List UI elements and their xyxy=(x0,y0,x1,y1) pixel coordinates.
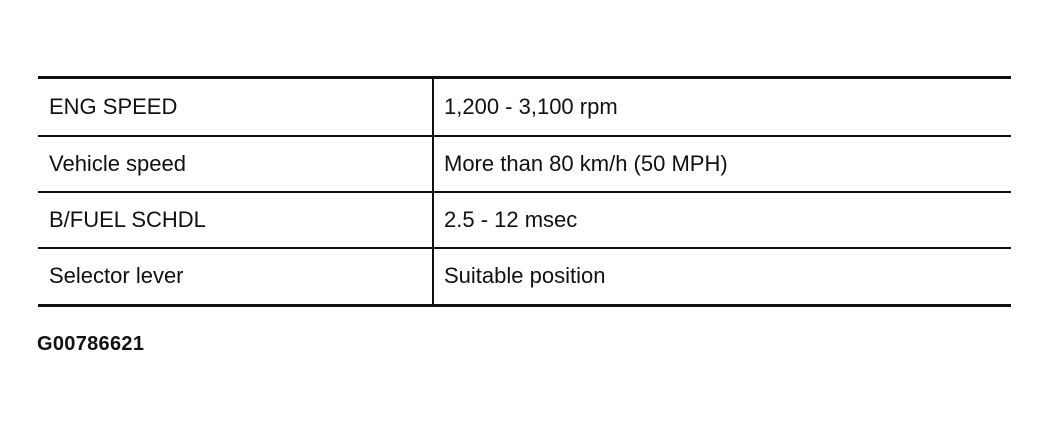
item-cell: Selector lever xyxy=(49,263,184,288)
item-cell: Vehicle speed xyxy=(49,151,186,176)
condition-cell: Suitable position xyxy=(444,263,606,288)
table-row: Vehicle speed More than 80 km/h (50 MPH) xyxy=(38,136,1011,192)
figure-id: G00786621 xyxy=(37,333,145,355)
item-cell: B/FUEL SCHDL xyxy=(49,207,206,232)
row-divider xyxy=(38,247,1011,249)
table-row: B/FUEL SCHDL 2.5 - 12 msec xyxy=(38,192,1011,248)
row-divider xyxy=(38,191,1011,193)
column-divider xyxy=(432,78,434,304)
condition-cell: 1,200 - 3,100 rpm xyxy=(444,94,618,119)
row-divider xyxy=(38,135,1011,137)
table-top-rule xyxy=(38,76,1011,79)
table-bottom-rule xyxy=(38,304,1011,307)
condition-cell: More than 80 km/h (50 MPH) xyxy=(444,151,728,176)
table-row: ENG SPEED 1,200 - 3,100 rpm xyxy=(38,79,1011,135)
table-row: Selector lever Suitable position xyxy=(38,248,1011,304)
condition-cell: 2.5 - 12 msec xyxy=(444,207,578,232)
item-cell: ENG SPEED xyxy=(49,94,178,119)
